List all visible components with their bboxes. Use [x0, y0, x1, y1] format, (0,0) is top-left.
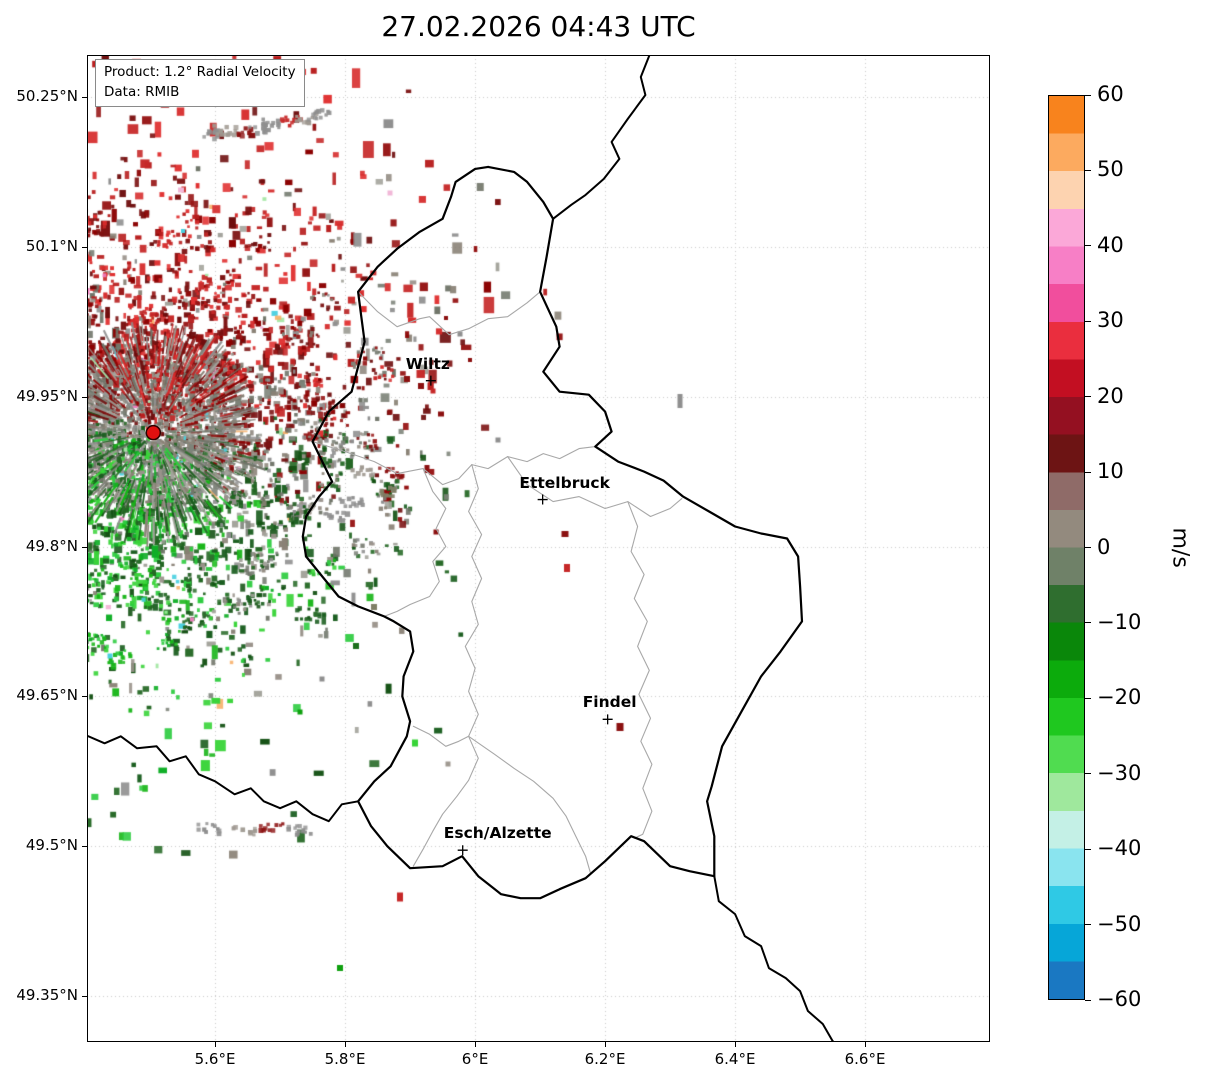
y-tick-mark	[82, 96, 87, 98]
colorbar-tick-label: 40	[1097, 232, 1124, 257]
x-tick-label: 5.8°E	[324, 1050, 366, 1068]
canton-border-line	[412, 725, 470, 747]
radar-site-marker	[145, 424, 162, 441]
y-tick-mark	[82, 246, 87, 248]
y-tick-label: 50.25°N	[16, 86, 78, 105]
colorbar-tick-label: −20	[1097, 685, 1142, 710]
x-tick-label: 6.4°E	[714, 1050, 756, 1068]
colorbar-tick-label: 60	[1097, 82, 1124, 106]
colorbar-tick-mark	[1085, 169, 1091, 171]
colorbar-tick-mark	[1085, 999, 1091, 1001]
colorbar-tick-mark	[1085, 320, 1091, 322]
colorbar-tick-label: 20	[1097, 383, 1124, 408]
border-luxembourg	[301, 165, 804, 900]
y-tick-mark	[82, 846, 87, 848]
canton-border-line	[412, 464, 483, 867]
colorbar-tick-label: −50	[1097, 911, 1142, 936]
colorbar-tick-mark	[1085, 697, 1091, 699]
x-tick-mark	[865, 1042, 867, 1047]
map-plot-area: Wiltz Ettelbruck Findel Esch/Alzette Produc…	[87, 55, 990, 1042]
canton-border-line	[383, 468, 447, 617]
border-belgium-germany	[552, 55, 651, 220]
y-tick-label: 49.8°N	[25, 536, 78, 555]
colorbar-tick-label: 30	[1097, 308, 1124, 333]
colorbar-tick-mark	[1085, 773, 1091, 775]
canton-border-line	[357, 291, 541, 336]
city-marker-findel	[602, 714, 613, 725]
city-marker-esch-alzette	[457, 845, 468, 856]
canton-border-line	[507, 456, 683, 518]
canton-border-line	[468, 735, 592, 875]
y-tick-mark	[82, 396, 87, 398]
city-label-ettelbruck: Ettelbruck	[519, 473, 610, 492]
colorbar-tick-mark	[1085, 471, 1091, 473]
border-france-belgium	[87, 734, 360, 823]
city-label-esch-alzette: Esch/Alzette	[443, 824, 552, 843]
x-tick-mark	[345, 1042, 347, 1047]
y-tick-label: 49.5°N	[25, 836, 78, 855]
x-tick-mark	[215, 1042, 217, 1047]
figure-title: 27.02.2026 04:43 UTC	[381, 10, 696, 43]
colorbar-tick-mark	[1085, 622, 1091, 624]
colorbar-tick-mark	[1085, 848, 1091, 850]
colorbar-unit-label: m/s	[1167, 527, 1193, 568]
y-tick-mark	[82, 546, 87, 548]
y-tick-label: 50.1°N	[25, 236, 78, 255]
y-tick-mark	[82, 696, 87, 698]
x-tick-label: 6.2°E	[584, 1050, 626, 1068]
canton-border-line	[627, 501, 653, 839]
border-france-germany	[713, 875, 836, 1042]
data-source-label: Data: RMIB	[104, 83, 180, 100]
colorbar-tick-mark	[1085, 396, 1091, 398]
x-tick-label: 6.6°E	[844, 1050, 886, 1068]
x-tick-mark	[605, 1042, 607, 1047]
colorbar-gradient	[1048, 95, 1085, 1000]
y-tick-label: 49.65°N	[16, 686, 78, 705]
colorbar-tick-mark	[1085, 924, 1091, 926]
colorbar-tick-label: 10	[1097, 459, 1124, 484]
x-tick-label: 5.6°E	[194, 1050, 236, 1068]
y-tick-mark	[82, 996, 87, 998]
x-tick-mark	[475, 1042, 477, 1047]
y-tick-label: 49.95°N	[16, 386, 78, 405]
product-info-box: Product: 1.2° Radial Velocity Data: RMIB	[95, 59, 305, 108]
x-tick-mark	[735, 1042, 737, 1047]
colorbar-tick-label: 50	[1097, 157, 1124, 182]
x-tick-label: 6°E	[461, 1050, 489, 1068]
city-marker-wiltz	[425, 375, 436, 386]
y-tick-label: 49.35°N	[16, 986, 78, 1005]
map-borders-layer	[87, 55, 836, 1042]
product-label: Product: 1.2° Radial Velocity	[104, 64, 296, 80]
colorbar-tick-mark	[1085, 94, 1091, 96]
city-labels-layer: Wiltz Ettelbruck Findel Esch/Alzette	[87, 55, 990, 1042]
colorbar-tick-label: −30	[1097, 760, 1142, 785]
city-label-findel: Findel	[582, 693, 637, 712]
colorbar-tick-mark	[1085, 547, 1091, 548]
colorbar-tick-label: −60	[1097, 987, 1142, 1011]
colorbar-tick-label: 0	[1097, 534, 1111, 559]
colorbar-tick-label: −10	[1097, 609, 1142, 634]
city-marker-ettelbruck	[537, 494, 548, 505]
radar-velocity-field	[87, 55, 990, 1042]
colorbar-tick-mark	[1085, 245, 1091, 247]
city-label-wiltz: Wiltz	[405, 354, 450, 373]
colorbar-tick-label: −40	[1097, 836, 1142, 861]
